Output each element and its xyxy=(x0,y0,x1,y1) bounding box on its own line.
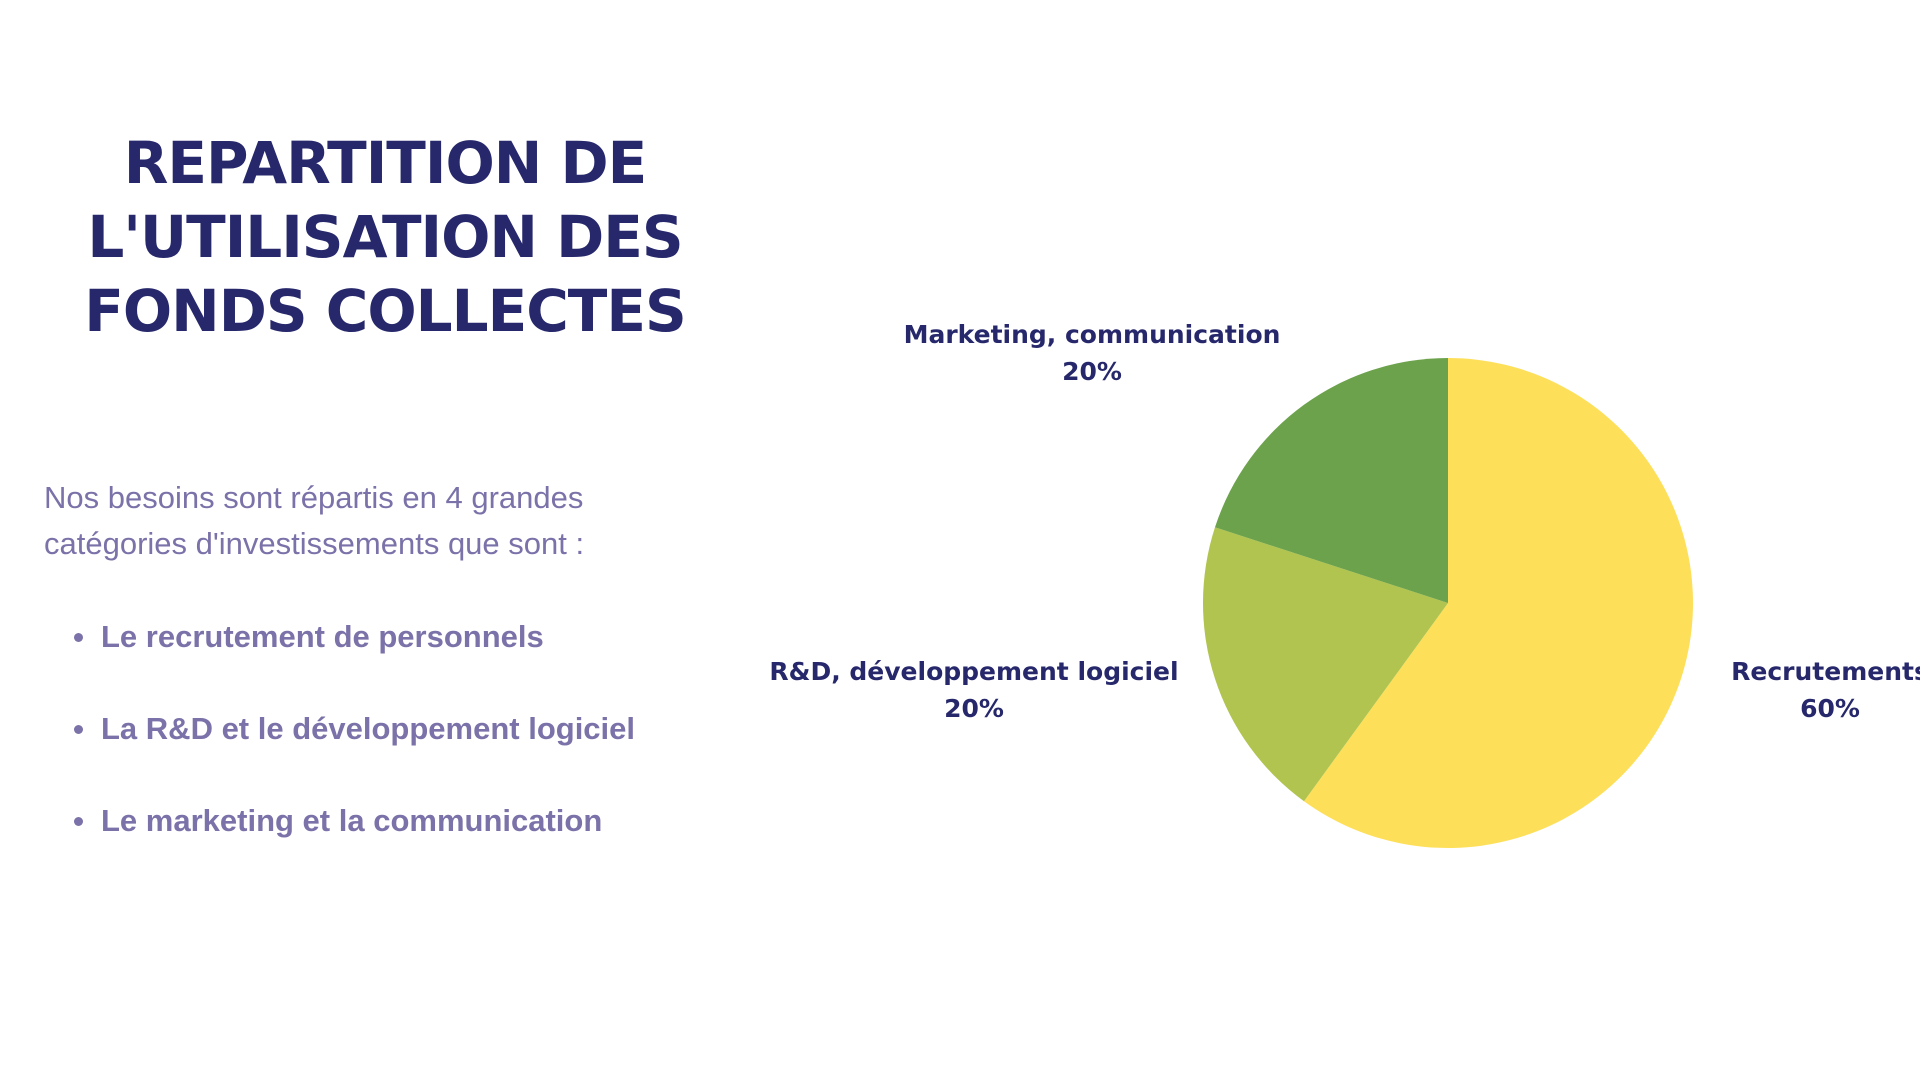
pie-slices xyxy=(1202,358,1693,848)
pie-labels: Recrutements 60% R&D, développement logici… xyxy=(769,320,1920,723)
intro-text: Nos besoins sont répartis en 4 grandes c… xyxy=(44,475,744,567)
bullet-list: Le recrutement de personnels La R&D et l… xyxy=(40,614,635,890)
pie-slice-rnd xyxy=(1202,527,1448,802)
pie-value-rnd: 20% xyxy=(944,694,1004,723)
bullet-item-recruitment: Le recrutement de personnels xyxy=(40,614,635,706)
page-title: REPARTITION DE L'UTILISATION DES FONDS C… xyxy=(60,126,710,348)
pie-slice-recruitment xyxy=(1303,358,1693,848)
pie-slice-marketing xyxy=(1214,358,1448,603)
bullet-item-rnd: La R&D et le développement logiciel xyxy=(40,706,635,798)
title-line-3: FONDS COLLECTES xyxy=(84,277,687,345)
pie-label-marketing: Marketing, communication xyxy=(904,320,1281,349)
title-line-1: REPARTITION DE xyxy=(123,129,648,197)
title-line-2: L'UTILISATION DES xyxy=(87,203,683,271)
pie-label-rnd: R&D, développement logiciel xyxy=(769,657,1178,686)
bullet-item-marketing: Le marketing et la communication xyxy=(40,798,635,890)
pie-value-recruitment: 60% xyxy=(1800,694,1860,723)
intro-line-2: catégories d'investissements que sont : xyxy=(44,526,585,561)
pie-label-recruitment: Recrutements xyxy=(1731,657,1920,686)
intro-line-1: Nos besoins sont répartis en 4 grandes xyxy=(44,480,584,515)
pie-value-marketing: 20% xyxy=(1062,357,1122,386)
